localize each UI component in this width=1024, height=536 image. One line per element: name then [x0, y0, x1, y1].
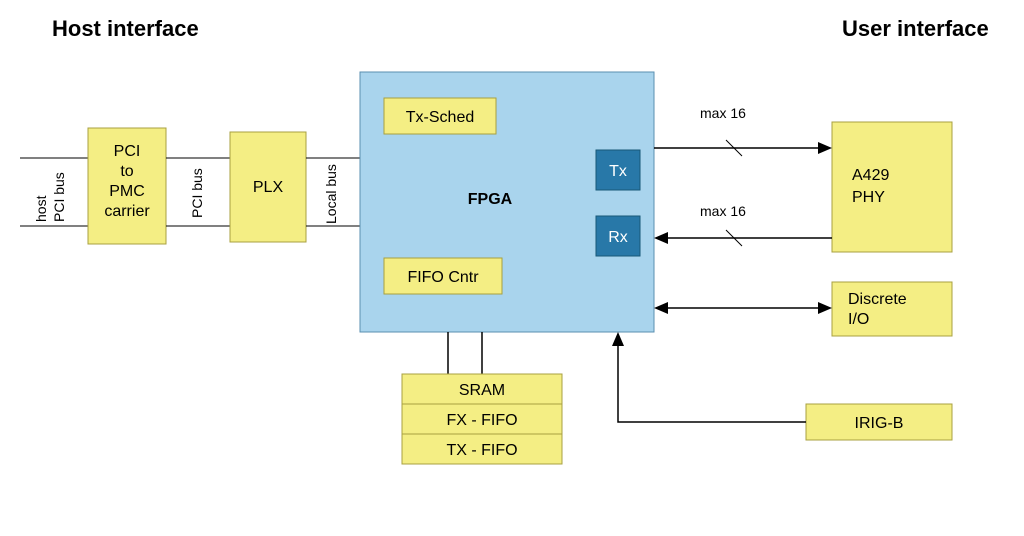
discrete-l2: I/O [848, 311, 869, 328]
label-host-bus-1: host [33, 195, 49, 222]
pci-pmc-l3: PMC [109, 183, 145, 200]
rx-label: Rx [608, 229, 628, 246]
arrow-discrete-left [654, 302, 668, 314]
arrow-rx-head [654, 232, 668, 244]
arrow-discrete-right [818, 302, 832, 314]
block-diagram: Host interface User interface host PCI b… [0, 0, 1024, 536]
discrete-l1: Discrete [848, 291, 907, 308]
fifo-cntr-label: FIFO Cntr [407, 269, 479, 286]
label-max16-bot: max 16 [700, 203, 746, 219]
fx-fifo-label: FX - FIFO [446, 412, 517, 429]
arrow-tx-head [818, 142, 832, 154]
label-host-bus-2: PCI bus [51, 172, 67, 222]
pci-pmc-l2: to [120, 163, 133, 180]
header-user: User interface [842, 16, 989, 41]
label-max16-top: max 16 [700, 105, 746, 121]
tx-fifo-label: TX - FIFO [446, 442, 517, 459]
plx-label: PLX [253, 179, 284, 196]
block-a429 [832, 122, 952, 252]
a429-l2: PHY [852, 189, 885, 206]
label-pci-bus: PCI bus [189, 168, 205, 218]
tx-label: Tx [609, 163, 627, 180]
arrow-irigb-head [612, 332, 624, 346]
irigb-label: IRIG-B [855, 415, 904, 432]
sram-label: SRAM [459, 382, 505, 399]
pci-pmc-l1: PCI [114, 143, 141, 160]
fpga-label: FPGA [468, 191, 513, 208]
header-host: Host interface [52, 16, 199, 41]
label-local-bus: Local bus [323, 164, 339, 224]
tx-sched-label: Tx-Sched [406, 109, 474, 126]
pci-pmc-l4: carrier [104, 203, 150, 220]
arrow-irigb-path [618, 344, 806, 422]
a429-l1: A429 [852, 167, 889, 184]
